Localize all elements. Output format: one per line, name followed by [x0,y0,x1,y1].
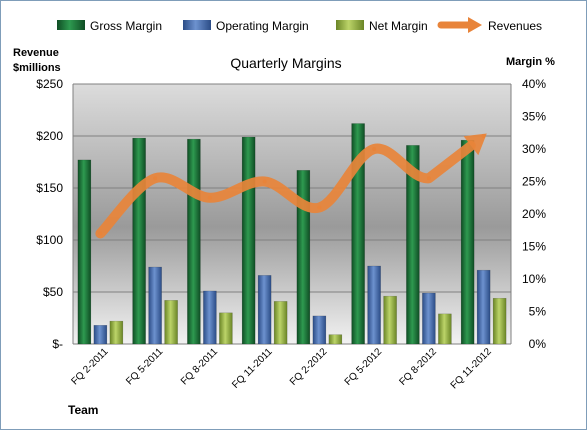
bar-net-margin-fq-2-2011 [109,320,124,345]
revenues-point-fq-11-2012 [481,134,486,138]
bar-operating-margin-fq-5-2012 [367,265,381,345]
right-tick-label: 30% [522,142,546,156]
legend-swatch-operating-margin [183,20,211,30]
revenues-point-fq-2-2011 [98,231,103,236]
right-tick-label: 25% [522,175,546,189]
legend-swatch-revenues-arrowhead [468,17,482,33]
bar-operating-margin-fq-2-2012 [312,315,327,345]
bar-net-margin-fq-5-2012 [383,295,397,345]
left-tick-label: $- [52,337,63,351]
revenues-point-fq-8-2011 [207,195,212,200]
bar-gross-margin-fq-5-2011 [132,137,146,345]
legend-label-operating-margin: Operating Margin [216,19,309,33]
bar-gross-margin-fq-2-2012 [296,170,311,345]
bar-gross-margin-fq-5-2012 [351,123,365,345]
chart-title: Quarterly Margins [230,55,341,71]
legend-label-revenues: Revenues [488,19,542,33]
x-tick-label-fq-5-2011: FQ 5-2011 [124,346,165,387]
revenues-point-fq-11-2011 [262,179,267,184]
bar-operating-margin-fq-2-2011 [93,325,108,345]
legend-swatch-gross-margin [57,20,85,30]
bar-net-margin-fq-11-2011 [273,301,288,345]
revenue-line-series [95,133,487,239]
bar-gross-margin-fq-8-2012 [406,145,420,345]
right-tick-label: 40% [522,77,546,91]
bar-net-margin-fq-8-2011 [219,312,233,345]
bar-gross-margin-fq-2-2011 [77,159,92,345]
right-tick-label: 5% [529,305,547,319]
bar-operating-margin-fq-8-2012 [422,292,436,345]
left-tick-label: $200 [36,129,63,143]
left-axis-title-line-1: Revenue [13,47,59,59]
x-tick-label-fq-8-2012: FQ 8-2012 [397,346,439,388]
legend-swatch-net-margin [336,20,364,30]
bar-operating-margin-fq-11-2012 [476,269,491,345]
revenues-point-fq-5-2011 [153,176,158,181]
x-tick-label-fq-5-2012: FQ 5-2012 [343,346,385,388]
bar-net-margin-fq-11-2012 [492,297,507,345]
x-tick-label-fq-11-2011: FQ 11-2011 [230,346,275,391]
plot-area-background [73,84,511,344]
legend-label-net-margin: Net Margin [369,19,428,33]
bar-net-margin-fq-5-2011 [164,300,178,345]
left-tick-label: $250 [36,77,63,91]
left-tick-label: $50 [43,285,63,299]
bar-operating-margin-fq-8-2011 [203,290,217,345]
bar-gross-margin-fq-11-2012 [460,139,475,345]
revenues-point-fq-2-2012 [317,205,322,210]
x-tick-label-fq-2-2012: FQ 2-2012 [288,346,330,388]
right-tick-label: 10% [522,272,546,286]
revenues-line-arrowhead [463,133,487,156]
bar-net-margin-fq-8-2012 [438,313,452,345]
x-axis-title: Team [68,403,98,417]
left-tick-label: $150 [36,181,63,195]
bar-net-margin-fq-2-2012 [328,334,343,345]
revenues-point-fq-5-2012 [372,147,377,151]
bar-operating-margin-fq-11-2011 [257,275,272,345]
bar-gross-margin-fq-8-2011 [187,138,201,345]
x-tick-label-fq-11-2012: FQ 11-2012 [449,346,494,391]
right-axis-title: Margin % [506,56,555,68]
legend: Gross Margin Operating Margin Net Margin… [57,17,542,33]
x-tick-label-fq-8-2011: FQ 8-2011 [179,346,220,387]
bar-operating-margin-fq-5-2011 [148,266,162,345]
right-tick-label: 15% [522,240,546,254]
legend-label-gross-margin: Gross Margin [90,19,162,33]
gridlines [72,83,512,345]
left-axis-title-line-2: $millions [13,62,61,74]
x-tick-label-fq-2-2011: FQ 2-2011 [69,346,110,387]
left-tick-label: $100 [36,233,63,247]
right-tick-label: 20% [522,207,546,221]
right-tick-label: 0% [529,337,547,351]
revenues-point-fq-8-2012 [426,176,431,181]
right-tick-label: 35% [522,110,546,124]
bar-gross-margin-fq-11-2011 [241,136,256,345]
